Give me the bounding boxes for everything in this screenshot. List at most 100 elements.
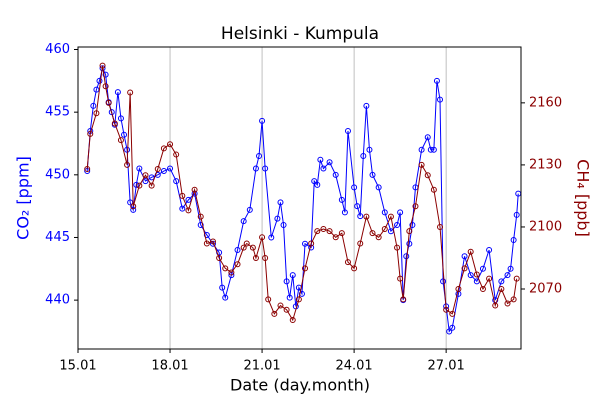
data-point [354,203,361,210]
data-point [234,247,241,254]
data-point [203,231,210,238]
data-point [130,206,137,213]
data-point [418,161,425,168]
data-point [93,110,100,117]
data-point [397,275,404,282]
data-point [418,146,425,153]
data-point [167,141,174,148]
data-point [369,171,376,178]
data-point [467,248,474,255]
data-point [148,182,155,189]
data-point [455,286,462,293]
data-point [99,62,106,69]
data-point [124,161,131,168]
data-point [492,302,499,309]
x-tick-label: 15.01 [59,359,96,374]
data-point [351,265,358,272]
data-point [504,300,511,307]
data-point [403,253,410,260]
data-point [191,186,198,193]
x-tick-label: 21.01 [243,359,280,374]
data-point [127,89,134,96]
data-point [277,199,284,206]
data-point [286,294,293,301]
data-point [344,127,351,134]
y2-tick-label: 2130 [529,157,562,172]
data-point [320,226,327,233]
data-point [259,117,266,124]
data-point [102,83,109,90]
data-point [197,221,204,228]
data-point [216,254,223,261]
data-point [84,166,91,173]
data-point [430,146,437,153]
data-point [510,236,517,243]
data-point [277,302,284,309]
data-point [295,296,302,303]
data-point [366,146,373,153]
data-point [222,294,229,301]
data-point [289,317,296,324]
data-point [234,261,241,268]
data-point [461,253,468,260]
y-tick-label: 450 [45,167,70,182]
y-tick-label: 440 [45,293,70,308]
data-point [142,172,149,179]
data-point [387,213,394,220]
data-point [461,265,468,272]
data-point [338,230,345,237]
data-point [397,209,404,216]
data-point [185,207,192,214]
data-point [369,230,376,237]
data-point [344,259,351,266]
y2-tick-label: 2160 [529,95,562,110]
data-point [252,165,259,172]
data-point [268,234,275,241]
data-point [437,96,444,103]
chart-title: Helsinki - Kumpula [221,24,379,44]
data-point [338,196,345,203]
data-point [154,166,161,173]
data-point [121,131,128,138]
x-axis-label: Date (day.month) [230,376,370,395]
data-point [326,159,333,166]
y2-tick-label: 2100 [529,219,562,234]
data-point [424,172,431,179]
data-point [513,211,520,218]
data-point [283,278,290,285]
data-point [433,77,440,84]
data-point [280,221,287,228]
data-point [406,228,413,235]
y-tick-label: 460 [45,42,70,57]
data-point [360,153,367,160]
x-tick-label: 24.01 [335,359,372,374]
data-point [357,213,364,220]
data-point [96,77,103,84]
data-point [148,174,155,181]
data-point [179,192,186,199]
data-point [274,215,281,222]
data-point [228,269,235,276]
data-point [332,234,339,241]
data-point [381,209,388,216]
data-point [90,102,97,109]
data-point [246,206,253,213]
data-point [240,244,247,251]
data-point [513,275,520,282]
data-point [317,156,324,163]
data-point [179,205,186,212]
data-point [265,296,272,303]
data-point [326,228,333,235]
data-point [424,134,431,141]
data-point [351,184,358,191]
data-point [133,181,140,188]
data-point [160,145,167,152]
data-point [486,275,493,282]
data-point [283,306,290,313]
data-point [341,209,348,216]
data-point [412,203,419,210]
data-point [394,244,401,251]
data-point [302,265,309,272]
